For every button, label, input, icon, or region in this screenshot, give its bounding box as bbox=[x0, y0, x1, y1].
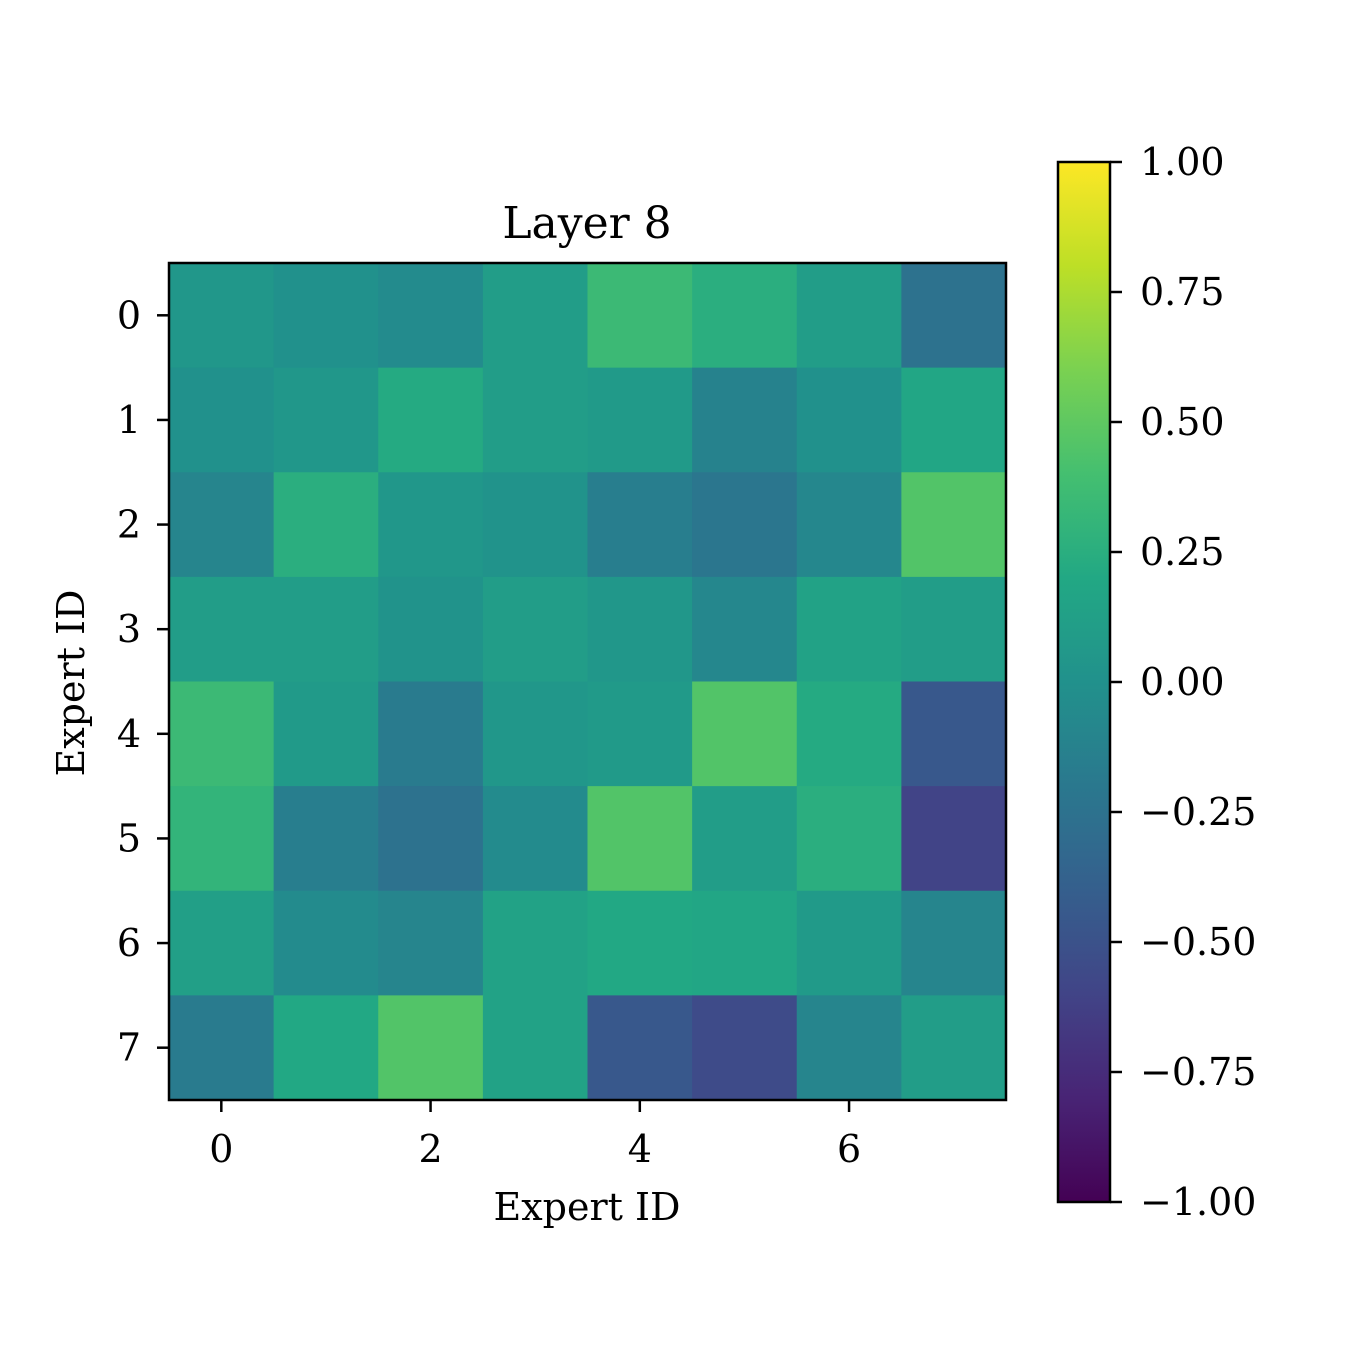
colorbar-tick-label: −0.25 bbox=[1140, 790, 1256, 834]
heatmap-cell bbox=[901, 472, 1007, 578]
x-tick-label: 0 bbox=[209, 1127, 233, 1171]
heatmap-cell bbox=[796, 367, 902, 473]
x-tick-label: 4 bbox=[628, 1127, 652, 1171]
heatmap-cell bbox=[587, 576, 693, 683]
y-tick-label: 1 bbox=[117, 398, 141, 442]
y-tick-label: 6 bbox=[117, 921, 141, 965]
y-tick-label: 3 bbox=[117, 607, 141, 651]
heatmap-cell bbox=[378, 786, 484, 892]
heatmap-cell bbox=[901, 681, 1007, 787]
heatmap-cell bbox=[378, 263, 484, 369]
heatmap-cell bbox=[273, 472, 379, 578]
colorbar-ticks: 1.00 0.75 0.50 0.25 0.00 −0.25 −0.50 −0.75 −1.00 bbox=[1110, 140, 1256, 1224]
heatmap-cell bbox=[692, 995, 798, 1101]
y-tick-label: 7 bbox=[117, 1026, 141, 1070]
heatmap-cell bbox=[482, 472, 589, 578]
heatmap-cell bbox=[692, 263, 798, 369]
heatmap-cell bbox=[796, 263, 902, 369]
heatmap-cell bbox=[901, 786, 1007, 892]
heatmap-cell bbox=[692, 786, 798, 892]
colorbar-tick-label: 0.50 bbox=[1140, 400, 1225, 444]
heatmap-cell bbox=[692, 576, 798, 683]
x-axis-ticks: 0 2 4 6 bbox=[209, 1100, 861, 1171]
heatmap-cell bbox=[901, 995, 1007, 1101]
heatmap-cell bbox=[378, 995, 484, 1101]
heatmap-cell bbox=[587, 263, 693, 369]
heatmap-cell bbox=[169, 367, 275, 473]
heatmap-cell bbox=[273, 263, 379, 369]
heatmap-cell bbox=[169, 681, 275, 787]
heatmap-cell bbox=[482, 786, 589, 892]
y-tick-label: 2 bbox=[117, 503, 141, 547]
heatmap-cell bbox=[378, 576, 484, 683]
y-axis-label: Expert ID bbox=[49, 590, 93, 777]
heatmap-cell bbox=[482, 995, 589, 1101]
x-axis-label: Expert ID bbox=[494, 1185, 681, 1229]
heatmap-cell bbox=[587, 681, 693, 787]
heatmap-cell bbox=[796, 681, 902, 787]
heatmap-cell bbox=[692, 681, 798, 787]
heatmap-cell bbox=[587, 367, 693, 473]
heatmap-cell bbox=[378, 681, 484, 787]
heatmap-cell bbox=[901, 367, 1007, 473]
heatmap-cell bbox=[482, 890, 589, 996]
y-tick-label: 5 bbox=[117, 816, 141, 860]
colorbar-tick-label: −0.75 bbox=[1140, 1050, 1256, 1094]
colorbar-tick-label: 0.00 bbox=[1140, 660, 1225, 704]
heatmap-cell bbox=[587, 472, 693, 578]
heatmap-cell bbox=[796, 786, 902, 892]
heatmap-cell bbox=[587, 995, 693, 1101]
heatmap-cell bbox=[169, 472, 275, 578]
heatmap-cell bbox=[169, 576, 275, 683]
heatmap-cell bbox=[901, 263, 1007, 369]
y-axis-ticks: 0 1 2 3 4 5 6 7 bbox=[117, 293, 169, 1070]
heatmap-cell bbox=[273, 681, 379, 787]
y-tick-label: 0 bbox=[117, 293, 141, 337]
heatmap-cell bbox=[796, 995, 902, 1101]
heatmap-cell bbox=[901, 890, 1007, 996]
chart-title: Layer 8 bbox=[502, 198, 671, 249]
colorbar-tick-label: 0.25 bbox=[1140, 530, 1225, 574]
heatmap-cell bbox=[796, 576, 902, 683]
heatmap-cell bbox=[378, 890, 484, 996]
heatmap-cell bbox=[169, 995, 275, 1101]
colorbar-tick-label: 1.00 bbox=[1140, 140, 1225, 184]
heatmap-cell bbox=[169, 890, 275, 996]
heatmap-cell bbox=[692, 890, 798, 996]
colorbar-tick-label: 0.75 bbox=[1140, 270, 1225, 314]
colorbar-tick-label: −0.50 bbox=[1140, 920, 1256, 964]
heatmap-cell bbox=[692, 472, 798, 578]
heatmap-cell bbox=[901, 576, 1007, 683]
heatmap-cell bbox=[482, 681, 589, 787]
x-tick-label: 6 bbox=[837, 1127, 861, 1171]
heatmap-cell bbox=[273, 786, 379, 892]
heatmap-cell bbox=[273, 367, 379, 473]
heatmap-cell bbox=[273, 995, 379, 1101]
heatmap-cell bbox=[273, 890, 379, 996]
heatmap-cell bbox=[587, 786, 693, 892]
heatmap-cell bbox=[482, 263, 589, 369]
heatmap-cell bbox=[169, 786, 275, 892]
heatmap-cell bbox=[378, 367, 484, 473]
heatmap-cell bbox=[273, 576, 379, 683]
heatmap-cell bbox=[692, 367, 798, 473]
heatmap-cells bbox=[169, 263, 1007, 1101]
x-tick-label: 2 bbox=[418, 1127, 442, 1171]
heatmap-cell bbox=[796, 890, 902, 996]
plot-frame bbox=[167, 261, 1008, 1102]
colorbar-tick-label: −1.00 bbox=[1140, 1180, 1256, 1224]
y-tick-label: 4 bbox=[117, 712, 141, 756]
heatmap-cell bbox=[482, 576, 589, 683]
heatmap-cell bbox=[378, 472, 484, 578]
heatmap-cell bbox=[587, 890, 693, 996]
heatmap-cell bbox=[169, 263, 275, 369]
colorbar bbox=[1058, 162, 1110, 1202]
heatmap-cell bbox=[482, 367, 589, 473]
heatmap-cell bbox=[796, 472, 902, 578]
